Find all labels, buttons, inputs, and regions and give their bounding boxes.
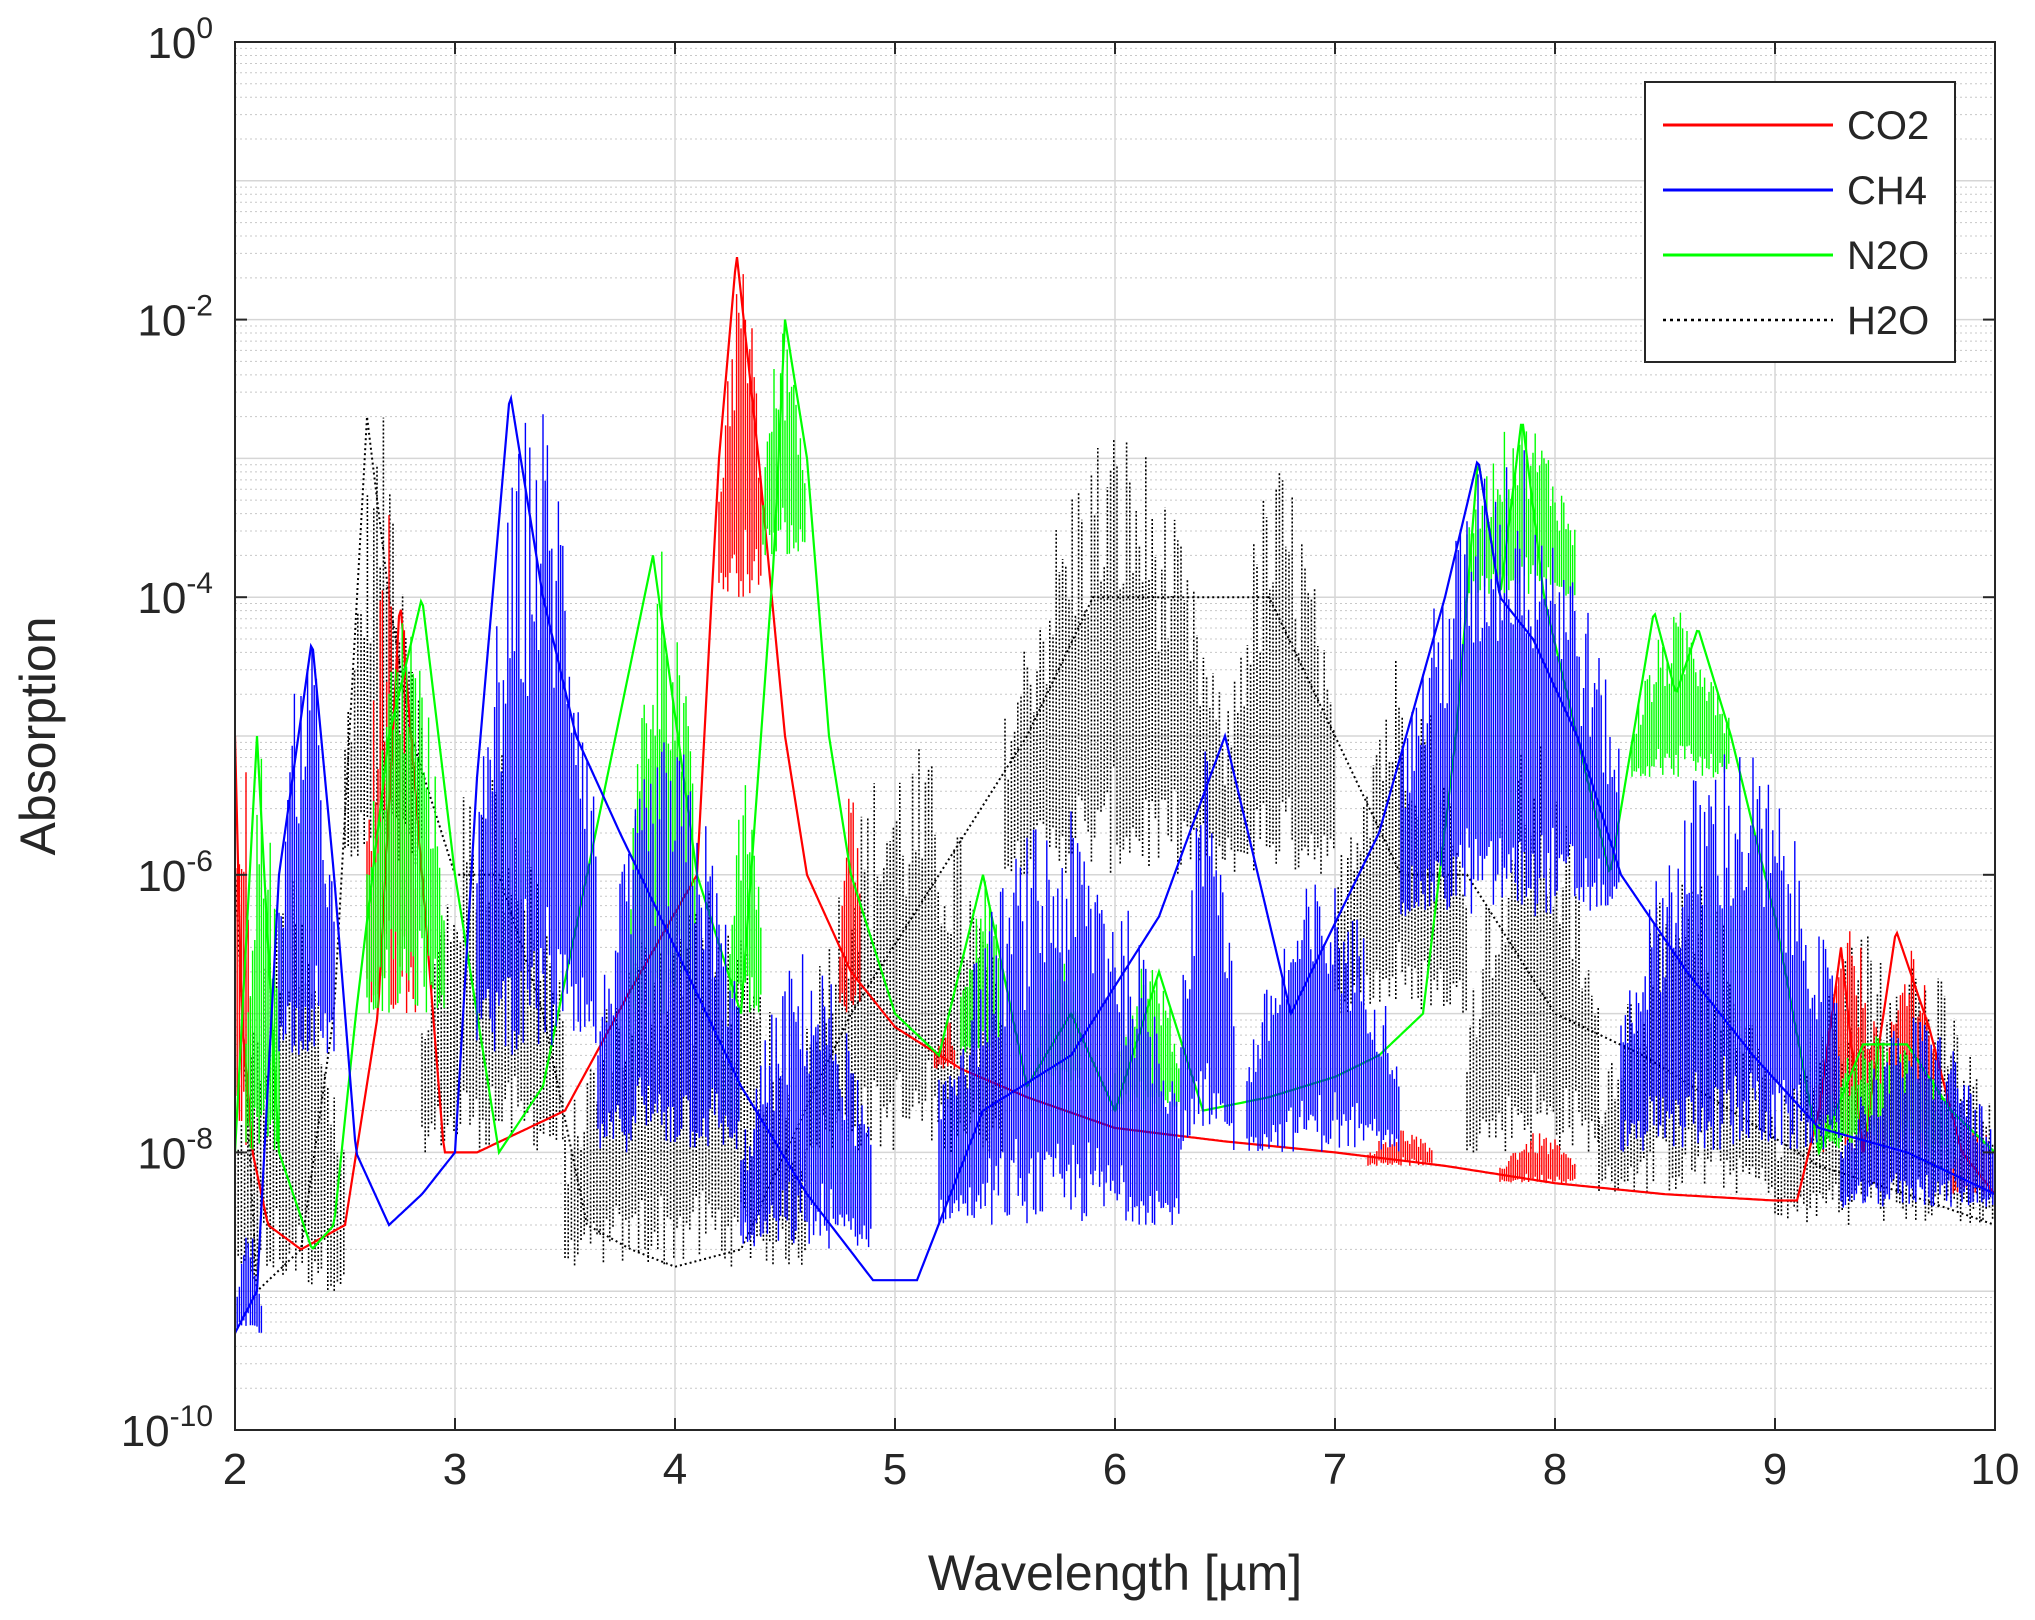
line-h2o bbox=[235, 416, 1995, 1294]
band-n2o bbox=[762, 333, 806, 555]
x-tick-label: 7 bbox=[1323, 1445, 1347, 1494]
line-ch4 bbox=[235, 394, 1995, 1334]
band-n2o bbox=[366, 623, 445, 1014]
band-ch4 bbox=[1400, 450, 1620, 917]
x-tick-label: 8 bbox=[1543, 1445, 1567, 1494]
band-h2o bbox=[1466, 744, 1599, 1153]
legend: CO2 CH4 N2O H2O bbox=[1644, 81, 1956, 363]
band-co2 bbox=[718, 274, 762, 597]
band-n2o bbox=[1631, 612, 1730, 778]
band-ch4 bbox=[476, 414, 597, 1055]
series-layer bbox=[235, 256, 1995, 1334]
band-h2o bbox=[421, 754, 564, 1153]
band-n2o bbox=[245, 758, 280, 1150]
band-ch4 bbox=[740, 954, 872, 1249]
y-tick-label: 100 bbox=[147, 12, 213, 68]
band-ch4 bbox=[938, 811, 1180, 1225]
x-tick-label: 4 bbox=[663, 1445, 687, 1494]
band-ch4 bbox=[1840, 1017, 1994, 1208]
y-axis: 10-10 10-8 10-6 10-4 10-2 100 bbox=[121, 12, 1995, 1456]
band-ch4 bbox=[1620, 754, 1840, 1152]
y-axis-label: Absorption bbox=[10, 616, 66, 855]
x-tick-label: 3 bbox=[443, 1445, 467, 1494]
y-tick-label: 10-6 bbox=[137, 845, 213, 901]
series-ch4 bbox=[235, 394, 1995, 1334]
legend-box bbox=[1644, 81, 1956, 363]
x-axis-label: Wavelength [µm] bbox=[928, 1545, 1302, 1601]
y-tick-label: 10-4 bbox=[137, 567, 213, 623]
y-tick-label: 10-8 bbox=[137, 1122, 213, 1178]
band-ch4 bbox=[1246, 884, 1400, 1152]
legend-label-ch4: CH4 bbox=[1847, 169, 1927, 213]
legend-label-n2o: N2O bbox=[1847, 234, 1929, 278]
x-axis: 2 3 4 5 6 7 8 9 10 bbox=[223, 42, 2020, 1494]
x-tick-label: 9 bbox=[1763, 1445, 1787, 1494]
band-h2o bbox=[1224, 472, 1335, 874]
band-co2 bbox=[1367, 1130, 1433, 1166]
band-ch4 bbox=[235, 1237, 263, 1333]
band-ch4 bbox=[278, 647, 335, 1055]
x-tick-label: 2 bbox=[223, 1445, 247, 1494]
y-tick-label: 10-2 bbox=[137, 290, 213, 346]
band-co2 bbox=[839, 798, 861, 1013]
y-tick-label: 10-10 bbox=[121, 1400, 213, 1456]
legend-label-h2o: H2O bbox=[1847, 299, 1929, 343]
band-h2o bbox=[1004, 439, 1224, 875]
x-tick-label: 6 bbox=[1103, 1445, 1127, 1494]
band-ch4 bbox=[1180, 751, 1235, 1150]
x-tick-label: 10 bbox=[1971, 1445, 2020, 1494]
x-tick-label: 5 bbox=[883, 1445, 907, 1494]
legend-label-co2: CO2 bbox=[1847, 104, 1929, 148]
band-ch4 bbox=[597, 742, 740, 1153]
